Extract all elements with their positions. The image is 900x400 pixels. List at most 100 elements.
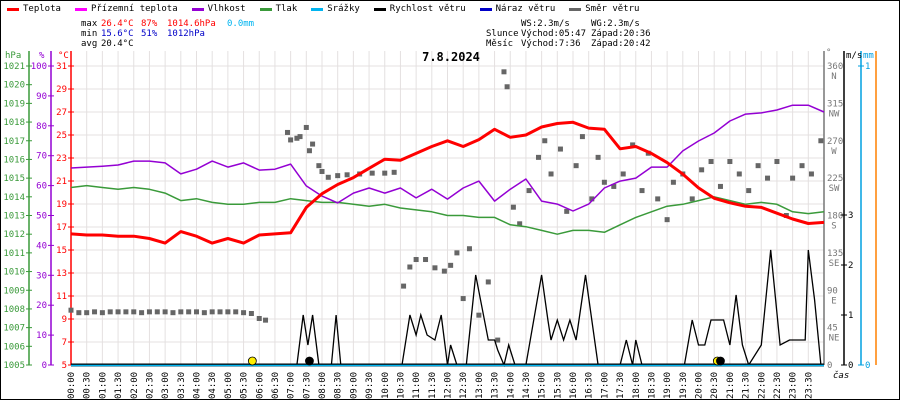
wind-direction-point xyxy=(233,309,239,315)
compass-label: N xyxy=(831,72,836,82)
wind-speed-max: WS:2.3m/s xyxy=(521,19,570,29)
legend-label: Teplota xyxy=(23,4,61,14)
time-tick-label: 16:30 xyxy=(585,372,595,399)
time-tick-label: 18:30 xyxy=(647,372,657,399)
wind-direction-point xyxy=(664,217,670,223)
max-rain: 0.0mm xyxy=(227,19,255,29)
wind-direction-point xyxy=(504,84,510,90)
wind-direction-point xyxy=(413,257,419,263)
legend-swatch xyxy=(7,7,19,11)
wind-direction-point xyxy=(217,309,223,315)
moonrise-time: Východ:7:36 xyxy=(521,39,581,49)
pressure-tick-label: 1012 xyxy=(3,230,25,240)
pressure-tick-label: 1013 xyxy=(3,212,25,222)
time-tick-label: 01:00 xyxy=(98,372,108,399)
time-tick-label: 02:00 xyxy=(130,372,140,399)
wind-direction-point xyxy=(765,175,771,181)
min-pressure: 1012hPa xyxy=(167,29,205,39)
time-tick-label: 09:00 xyxy=(349,372,359,399)
moon-label: Měsíc xyxy=(486,39,514,49)
compass-label: W xyxy=(831,147,837,157)
legend-item-wind-speed: Rychlost větru xyxy=(373,4,466,14)
temperature-tick-label: 9 xyxy=(62,315,67,325)
moonset-marker-icon xyxy=(716,356,725,366)
time-tick-label: 12:30 xyxy=(459,372,469,399)
wind-direction-point xyxy=(557,146,563,152)
wind-direction-point xyxy=(774,159,780,165)
direction-tick-label: 225 xyxy=(827,174,843,184)
wind-direction-point xyxy=(564,208,570,214)
wind-direction-point xyxy=(460,296,466,302)
direction-tick-label: 315 xyxy=(827,99,843,109)
max-humidity: 87% xyxy=(141,19,158,29)
pressure-tick-label: 1019 xyxy=(3,99,25,109)
wind-direction-point xyxy=(146,309,152,315)
temperature-tick-label: 19 xyxy=(56,200,67,210)
wind-direction-point xyxy=(303,124,309,130)
pressure-tick-label: 1008 xyxy=(3,305,25,315)
legend-label: Náraz větru xyxy=(495,4,556,14)
time-axis-label: čas xyxy=(833,370,849,381)
temperature-line xyxy=(70,120,825,245)
compass-label: SW xyxy=(829,184,840,194)
wind-direction-point xyxy=(655,196,661,202)
wind-direction-point xyxy=(186,309,192,315)
wind-direction-point xyxy=(382,170,388,176)
wind-direction-point xyxy=(620,171,626,177)
time-tick-label: 09:30 xyxy=(365,372,375,399)
compass-label: SE xyxy=(829,259,840,269)
pressure-tick-label: 1020 xyxy=(3,81,25,91)
pressure-tick-label: 1009 xyxy=(3,286,25,296)
wind-direction-point xyxy=(579,134,585,140)
pressure-tick-label: 1005 xyxy=(3,361,25,371)
wind-direction-point xyxy=(170,310,176,316)
max-pressure: 1014.6hPa xyxy=(167,19,216,29)
wind-direction-point xyxy=(535,154,541,160)
wind-direction-point xyxy=(746,188,752,194)
legend-swatch xyxy=(479,7,492,11)
time-tick-label: 08:00 xyxy=(318,372,328,399)
time-tick-label: 20:30 xyxy=(710,372,720,399)
wind-direction-point xyxy=(485,279,491,285)
wind-direction-point xyxy=(319,168,325,174)
wind-direction-point xyxy=(325,174,331,180)
wind-direction-point xyxy=(454,250,460,256)
time-tick-label: 11:00 xyxy=(412,372,422,399)
direction-unit: ° xyxy=(826,48,831,58)
wind-direction-point xyxy=(248,311,254,317)
wind-direction-point xyxy=(76,310,82,316)
time-tick-label: 03:30 xyxy=(177,372,187,399)
wind-direction-point xyxy=(818,138,824,144)
wind-direction-point xyxy=(630,142,636,148)
time-tick-label: 06:30 xyxy=(271,372,281,399)
wind-direction-point xyxy=(288,137,294,143)
compass-label: E xyxy=(831,296,836,306)
humidity-line xyxy=(70,104,825,212)
wind-direction-point xyxy=(808,171,814,177)
avg-temp: 20.4°C xyxy=(101,39,134,49)
time-tick-label: 06:00 xyxy=(255,372,265,399)
time-tick-label: 23:00 xyxy=(789,372,799,399)
direction-tick-label: 45 xyxy=(827,324,838,334)
wind-direction-point xyxy=(391,169,397,175)
wind-direction-point xyxy=(466,246,472,252)
wind-direction-point xyxy=(401,283,407,289)
pressure-tick-label: 1015 xyxy=(3,174,25,184)
rain-tick-label: 0 xyxy=(865,361,870,371)
humidity-tick-label: 20 xyxy=(36,301,47,311)
pressure-line xyxy=(70,184,825,235)
legend-item-humidity: Vlhkost xyxy=(191,4,246,14)
legend-label: Rychlost větru xyxy=(389,4,466,14)
humidity-tick-label: 60 xyxy=(36,182,47,192)
humidity-tick-label: 50 xyxy=(36,212,47,222)
compass-label: S xyxy=(831,222,836,232)
time-tick-label: 01:30 xyxy=(114,372,124,399)
wind-direction-point xyxy=(131,309,137,315)
wind-direction-point xyxy=(162,309,168,315)
wind-direction-point xyxy=(670,179,676,185)
wind-direction-point xyxy=(423,257,429,263)
legend-item-pressure: Tlak xyxy=(259,4,297,14)
wind-speed-tick-label: 1 xyxy=(848,311,853,321)
wind-direction-point xyxy=(225,309,231,315)
